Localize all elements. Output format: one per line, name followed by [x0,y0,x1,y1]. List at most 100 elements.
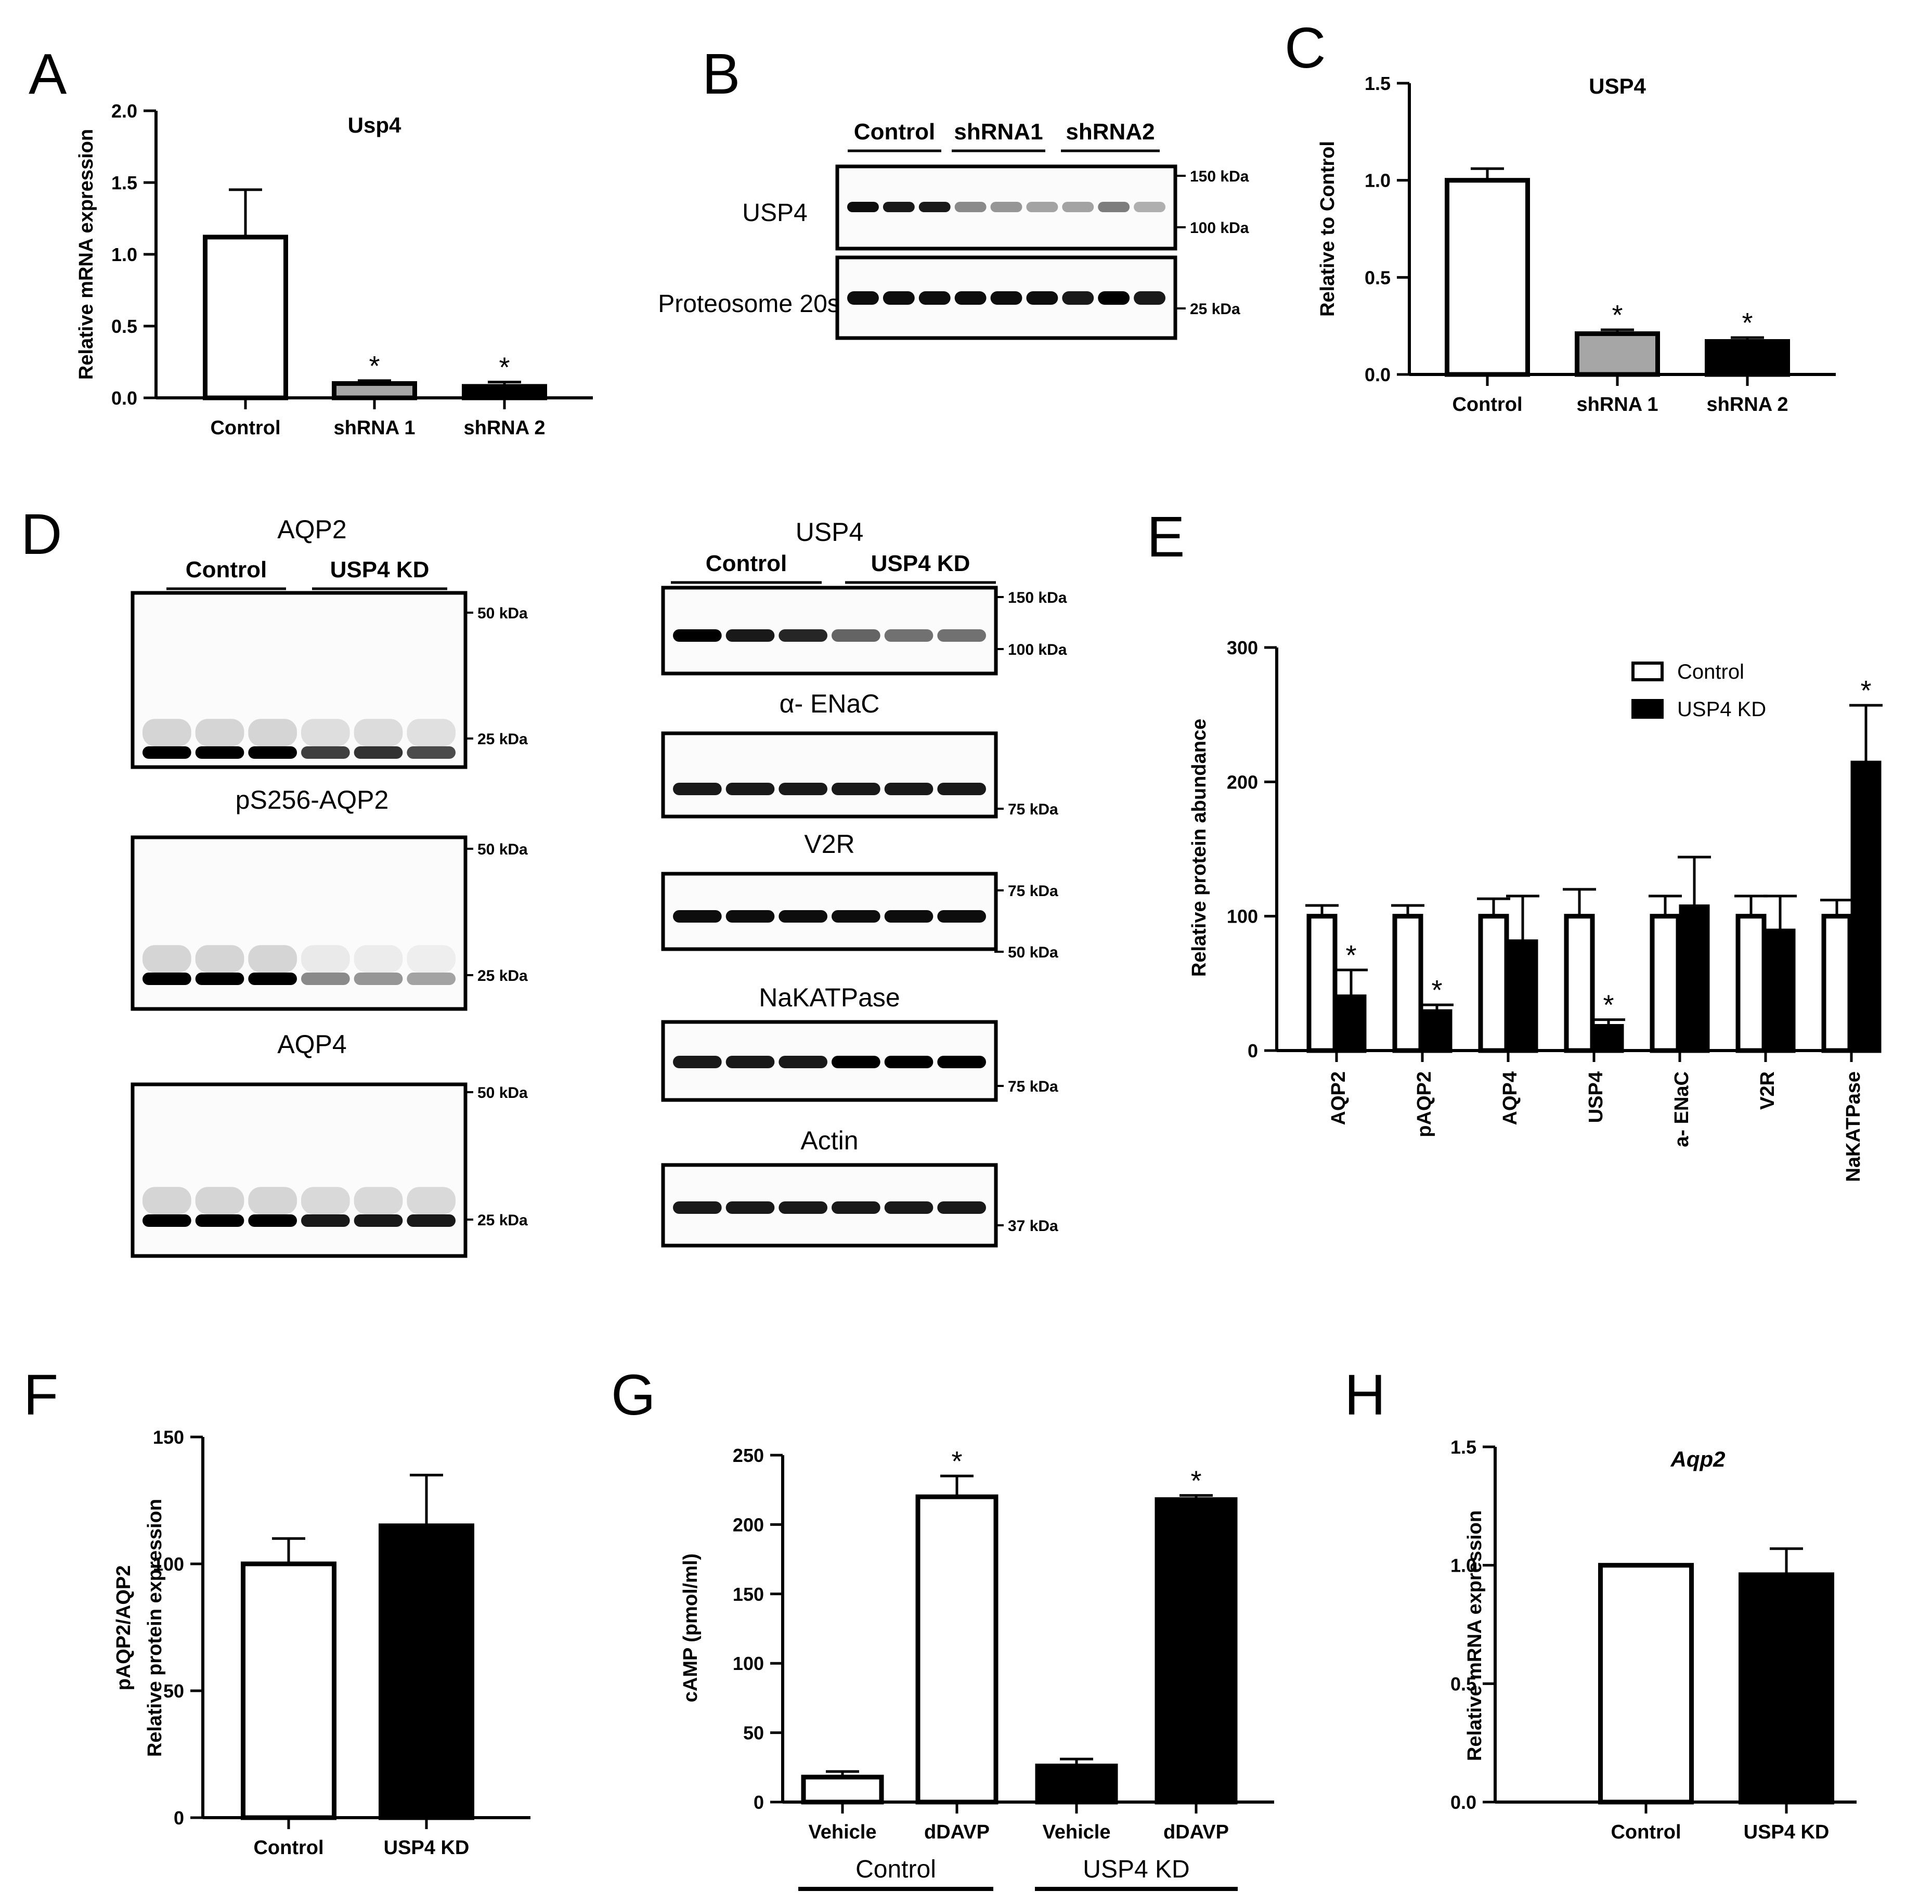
E-legend-swatch [1631,699,1664,719]
E-bar [1564,914,1595,1053]
D-left-2-band [142,1214,191,1227]
D-right-4-band [832,1201,880,1214]
D-left-group-label: USP4 KD [330,557,430,582]
A-y-tick-label: 1.5 [111,172,137,193]
D-right-1-band [832,783,880,795]
E-bar [1306,914,1338,1053]
E-y-tick-label: 200 [1227,771,1258,793]
E-category-label: pAQP2 [1414,1071,1435,1137]
C-y-tick-label: 0.0 [1365,364,1391,385]
B-usp4-band [954,202,987,212]
D-left-2-membrane [131,1082,468,1258]
D-right-group-label: USP4 KD [871,551,970,576]
B-usp4-marker-label: 150 kDa [1190,168,1249,185]
D-left-0-marker-label: 25 kDa [477,731,528,748]
B-row-label: USP4 [742,199,807,227]
B-proteosome-band [883,291,915,305]
D-left-1-band [248,973,297,985]
D-right-4-band [725,1201,775,1214]
D-right-0-marker-label: 100 kDa [1008,641,1067,658]
D-right-2-marker-label: 50 kDa [1008,944,1058,961]
D-left-2-smear [301,1187,350,1214]
F-y-tick-label: 50 [163,1680,184,1702]
D-left-0-smear [354,719,403,746]
B-proteosome-band [954,291,987,305]
D-left-0-band [301,746,350,759]
D-right-0-band [779,629,827,642]
H-y-tick-label: 0.0 [1450,1792,1476,1813]
G-bar [1035,1764,1118,1805]
D-left-1-band [195,973,244,985]
G-bar [1155,1497,1238,1805]
B-group-label: shRNA2 [1066,119,1155,145]
panel-label-F: F [23,1363,58,1427]
D-left-1-band [354,973,403,985]
E-category-label: a- ENaC [1671,1071,1693,1147]
E-bar [1735,914,1767,1053]
C-bar [1705,339,1790,377]
D-left-2-smear [248,1187,297,1214]
D-right-4-band [937,1201,986,1214]
A-y-tick-label: 0.5 [111,316,137,337]
E-legend-label: Control [1677,660,1744,683]
A-y-tick-label: 0.0 [111,387,137,409]
panel-label-E: E [1147,505,1185,569]
D-left-1-smear [354,945,403,973]
D-right-2-band [937,910,986,923]
panel-label-H: H [1344,1363,1385,1427]
B-proteosome-band [1026,291,1058,305]
E-category-label: USP4 [1585,1071,1607,1123]
G-category-label: Vehicle [1043,1821,1111,1843]
H-title: Aqp2 [1670,1447,1726,1471]
E-category-label: AQP2 [1328,1071,1350,1125]
C-y-axis-label: Relative to Control [1317,141,1339,317]
A-y-axis-label: Relative mRNA expression [75,129,97,380]
D-right-0-band [673,629,722,642]
D-left-row-label: pS256-AQP2 [236,785,389,814]
B-proteosome-band [1134,291,1165,305]
D-left-1-band [301,973,350,985]
E-bar [1650,914,1681,1053]
E-bar [1593,1024,1624,1053]
D-right-1-band [937,783,986,795]
D-left-0-membrane [131,591,468,769]
chart-G: 0 50 100 150 200 250 cAMP (pmol/ml) Vehicle * dDA… [680,1445,1274,1891]
G-y-tick-label: 50 [743,1722,764,1744]
D-left-1-smear [195,945,244,973]
B-group-label: Control [854,119,935,145]
D-right-1-marker-label: 75 kDa [1008,801,1058,818]
E-bar [1478,914,1509,1053]
D-right-0-marker-label: 150 kDa [1008,589,1067,606]
G-y-axis-label: cAMP (pmol/ml) [680,1553,702,1702]
D-right-0-band [725,629,775,642]
C-y-tick-label: 0.5 [1365,267,1391,288]
C-category-label: shRNA 1 [1577,394,1658,416]
D-right-row-label: Actin [800,1126,858,1155]
D-right-3-band [884,1056,933,1068]
D-left-2-smear [407,1187,456,1214]
D-left-row-label: AQP2 [277,515,346,544]
B-group-label: shRNA1 [954,119,1043,145]
B-usp4-band [1098,202,1130,212]
D-right-row-label: NaKATPase [759,983,900,1012]
A-y-tick-label: 1.0 [111,244,137,265]
E-category-label: NaKATPase [1843,1071,1864,1182]
G-y-tick-label: 0 [754,1792,764,1813]
D-left-group-label: Control [186,557,267,582]
E-legend-label: USP4 KD [1677,698,1766,721]
D-left-row-label: AQP4 [277,1030,346,1059]
chart-C: 0.0 0.5 1.0 1.5 USP4 Relative to Control Contr… [1317,73,1836,416]
D-left-0-smear [248,719,297,746]
H-category-label: Control [1611,1821,1681,1843]
H-bar [1739,1572,1834,1805]
D-right-4-marker-label: 37 kDa [1008,1217,1058,1235]
E-y-tick-label: 300 [1227,637,1258,658]
B-usp4-marker-label: 100 kDa [1190,219,1249,237]
D-left-2-smear [142,1187,191,1214]
E-bar [1765,928,1796,1053]
D-left-0-band [142,746,191,759]
F-category-label: USP4 KD [384,1837,470,1859]
E-y-axis-label: Relative protein abundance [1188,719,1210,977]
D-left-1-marker-label: 25 kDa [477,967,528,985]
